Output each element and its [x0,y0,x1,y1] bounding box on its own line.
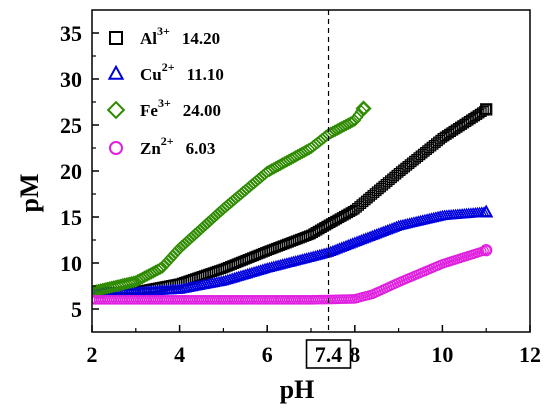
data-point [157,258,171,272]
data-point [243,180,257,194]
series-zn [92,243,493,305]
data-point [480,103,493,116]
x-tick-label: 10 [431,342,453,367]
data-point [355,100,372,117]
data-point [388,221,400,232]
y-axis-title: pM [15,174,44,213]
data-point [227,193,241,206]
series-cu [92,204,494,297]
data-point [479,204,494,218]
series-fe [92,100,372,298]
data-point [249,174,263,188]
x-tick-label: 6 [262,342,273,367]
data-point [125,276,138,289]
legend-label: Cu2+ 11.10 [140,60,224,84]
reference-label-box [305,339,352,369]
data-point [245,178,259,192]
data-point [168,246,182,260]
data-point [234,187,248,201]
data-point [164,251,178,265]
legend-marker [109,141,123,155]
legend-label: Zn2+ 6.03 [140,134,215,158]
data-point [223,196,237,210]
data-point [481,104,492,115]
data-point [480,243,493,257]
y-tick-label: 5 [71,297,82,322]
legend-item-al: Al3+ 14.20 [109,24,220,48]
data-point [160,256,173,270]
data-point [357,102,370,115]
legend-marker [107,64,125,80]
y-tick-label: 15 [60,205,82,230]
data-point [254,171,268,184]
data-point [238,183,252,197]
legend-marker [106,100,126,120]
y-tick-label: 20 [60,159,82,184]
data-point [166,249,180,262]
data-point [480,206,492,217]
legend-label: Al3+ 14.20 [140,24,220,48]
data-point [225,194,239,208]
x-axis-title: pH [280,375,315,404]
tick-layer: 2 4 6 8 10 12 5 10 15 20 25 30 35 7.4 [60,21,541,369]
y-tick-label: 30 [60,67,82,92]
legend-item-fe: Fe3+ 24.00 [106,96,221,120]
data-point [256,169,270,182]
data-point [236,185,250,199]
y-tick-label: 35 [60,21,82,46]
data-point [241,182,254,195]
data-point [171,244,184,258]
data-point [232,189,246,203]
data-point [153,262,167,276]
x-tick-label: 12 [519,342,541,367]
y-tick-label: 10 [60,251,82,276]
data-point [252,172,265,186]
data-point [230,191,243,205]
data-point [390,220,403,232]
data-point [247,176,261,190]
data-point [155,261,169,274]
reference-line-label: 7.4 [315,342,343,367]
legend: Al3+ 14.20 Cu2+ 11.10 Fe3+ 24.00 Zn2+ 6.03 [106,24,224,158]
legend-label: Fe3+ 24.00 [140,96,221,120]
data-point [344,116,357,130]
legend-marker [109,31,123,45]
legend-item-zn: Zn2+ 6.03 [109,134,215,158]
data-point [162,253,176,267]
x-tick-label: 2 [87,342,98,367]
x-tick-label: 8 [349,342,360,367]
y-tick-label: 25 [60,113,82,138]
data-point [346,115,359,128]
x-tick-label: 4 [174,342,185,367]
data-point [481,245,492,255]
data-point [127,275,140,289]
legend-item-cu: Cu2+ 11.10 [107,60,224,84]
data-layer [92,100,494,305]
